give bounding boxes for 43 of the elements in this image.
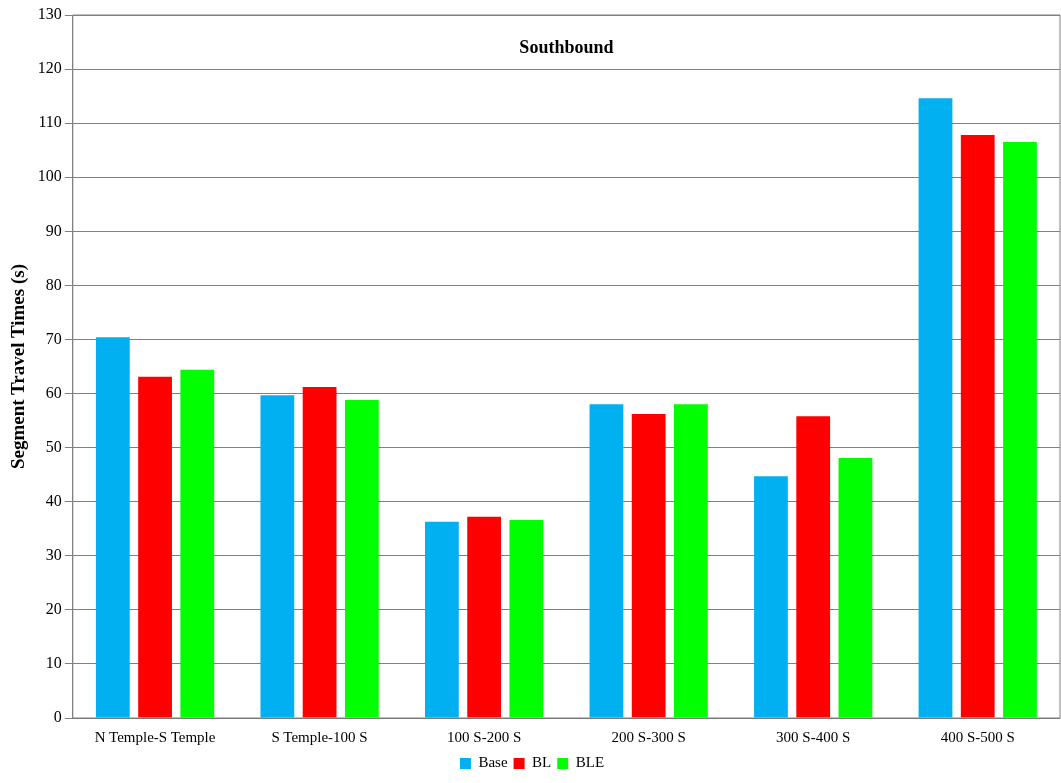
bar — [467, 516, 502, 718]
bar — [302, 387, 337, 718]
bar — [344, 400, 379, 718]
y-tick-label: 50 — [45, 437, 62, 455]
bar — [674, 404, 708, 718]
bar — [1003, 142, 1037, 718]
y-tick-label: 0 — [53, 708, 62, 726]
y-tick-label: 60 — [45, 383, 62, 401]
text: Southbound — [519, 36, 614, 57]
x-tick-label: 100 S-200 S — [447, 728, 522, 745]
legend-label: BLE — [575, 754, 605, 771]
x-tick-label: 200 S-300 S — [611, 728, 686, 745]
legend-label: BL — [532, 754, 552, 771]
y-axis-title: Segment Travel Times (s) — [7, 264, 30, 469]
y-tick-label: 40 — [45, 491, 62, 509]
y-tick-label: 70 — [45, 329, 62, 347]
x-tick-label: 300 S-400 S — [776, 728, 851, 745]
bar — [138, 376, 172, 718]
bar — [918, 98, 953, 718]
x-tick-label: S Temple-100 S — [271, 728, 368, 745]
bar — [960, 135, 995, 718]
y-tick-label: 10 — [45, 654, 62, 672]
bar — [631, 414, 666, 718]
y-tick-label: 100 — [37, 167, 62, 185]
bar — [796, 416, 831, 718]
y-tick-label: 130 — [37, 5, 62, 23]
x-tick-label: N Temple-S Temple — [94, 728, 216, 745]
bar — [180, 369, 215, 718]
y-tick-label: 80 — [45, 275, 62, 293]
bar — [95, 337, 130, 718]
legend-label: Base — [478, 754, 508, 771]
bar — [425, 521, 459, 718]
bar — [754, 476, 788, 718]
y-tick-label: 110 — [38, 113, 62, 131]
y-tick-label: 20 — [45, 600, 62, 618]
x-tick-label: 400 S-500 S — [940, 728, 1015, 745]
bar — [838, 457, 873, 718]
bar — [589, 404, 624, 718]
y-tick-label: 120 — [37, 59, 62, 77]
bar — [509, 520, 544, 718]
y-tick-label: 30 — [45, 545, 62, 563]
bar — [260, 395, 295, 718]
y-tick-label: 90 — [45, 221, 62, 239]
